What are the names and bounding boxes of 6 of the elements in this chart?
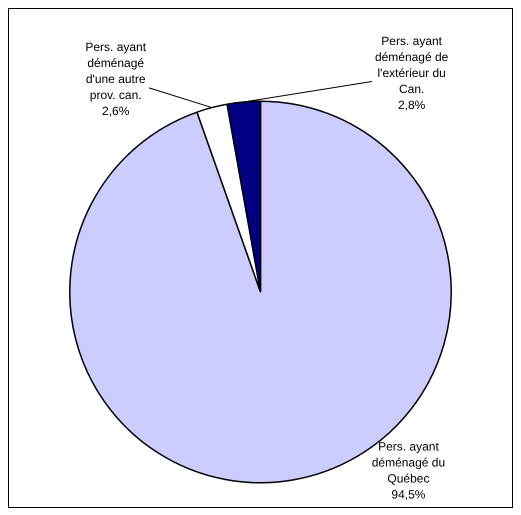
data-label: 2,6%: [102, 104, 130, 118]
slice-label: Pers. ayant déménagé d'une autre prov. can.: [85, 40, 147, 102]
data-label: 2,8%: [398, 98, 426, 112]
slice-label: Pers. ayant déménagé du Québec: [372, 439, 446, 486]
slice-label: Pers. ayant déménagé de l'extérieur du Can.: [374, 34, 449, 96]
data-label: 94,5%: [391, 487, 426, 502]
